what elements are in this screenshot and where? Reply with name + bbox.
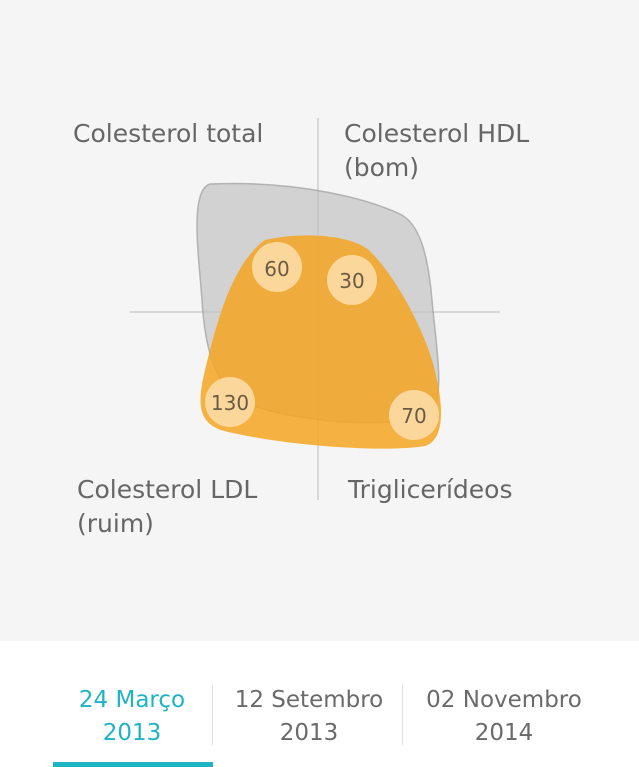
tab-label-line2: 2013 — [102, 720, 162, 746]
value-colesterol-ldl: 130 — [211, 391, 249, 415]
active-tab-indicator — [53, 762, 213, 767]
label-triglicerideos-text: Triglicerídeos — [348, 475, 513, 504]
date-tabs: 24 Março 2013 12 Setembro 2013 02 Novemb… — [0, 641, 639, 767]
badge-colesterol-hdl[interactable]: 30 — [327, 255, 377, 305]
label-colesterol-hdl: Colesterol HDL (bom) — [344, 117, 529, 185]
label-colesterol-total: Colesterol total — [73, 117, 263, 151]
value-triglicerideos: 70 — [401, 404, 426, 428]
tab-label-line1: 02 Novembro — [426, 687, 582, 713]
value-colesterol-hdl: 30 — [339, 269, 364, 293]
tab-label-line2: 2013 — [279, 720, 339, 746]
tab-divider — [212, 685, 213, 745]
tab-label-line1: 24 Março — [78, 687, 186, 713]
label-colesterol-ldl-line2: (ruim) — [77, 509, 154, 538]
quadrant-chart: 60 30 130 70 — [130, 118, 500, 500]
tab-label-line1: 12 Setembro — [234, 687, 384, 713]
badge-triglicerideos[interactable]: 70 — [389, 390, 439, 440]
label-colesterol-hdl-line2: (bom) — [344, 153, 420, 182]
tab-divider — [402, 685, 403, 745]
label-triglicerideos: Triglicerídeos — [348, 473, 513, 507]
label-colesterol-hdl-line1: Colesterol HDL — [344, 119, 530, 148]
tab-02-novembro-2014[interactable]: 02 Novembro 2014 — [409, 684, 599, 750]
label-colesterol-ldl: Colesterol LDL (ruim) — [77, 473, 257, 541]
label-colesterol-ldl-line1: Colesterol LDL — [77, 475, 258, 504]
results-chart-panel: 60 30 130 70 Colesterol total Colesterol… — [73, 117, 530, 541]
badge-colesterol-total[interactable]: 60 — [252, 242, 302, 292]
badge-colesterol-ldl[interactable]: 130 — [205, 377, 255, 427]
value-colesterol-total: 60 — [264, 257, 289, 281]
tab-24-marco-2013[interactable]: 24 Março 2013 — [37, 684, 227, 750]
tab-12-setembro-2013[interactable]: 12 Setembro 2013 — [214, 684, 404, 750]
label-colesterol-total-text: Colesterol total — [73, 119, 264, 148]
current-result-shape — [200, 235, 442, 449]
tab-label-line2: 2014 — [474, 720, 534, 746]
